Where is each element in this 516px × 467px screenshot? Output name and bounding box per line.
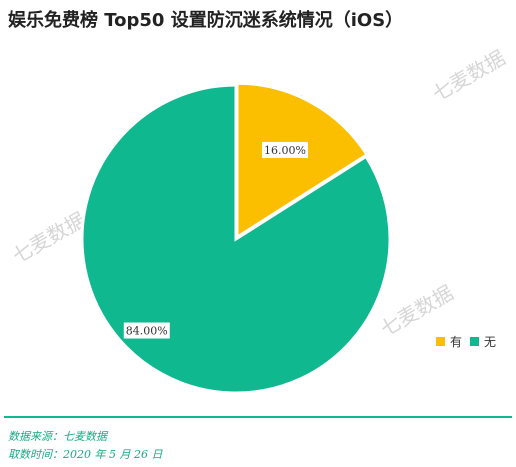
legend: 有 无	[436, 333, 504, 350]
data-label-text-1: 84.00%	[126, 325, 168, 338]
legend-item-wu[interactable]: 无	[470, 333, 496, 350]
pie-slice-0[interactable]	[235, 81, 370, 240]
data-label-1: 84.00%	[123, 322, 170, 339]
pie-slice-1[interactable]	[80, 83, 392, 395]
legend-label-you: 有	[450, 335, 463, 349]
data-label-text-0: 16.00%	[264, 144, 306, 157]
legend-swatch-wu	[470, 337, 480, 346]
data-date-text: 取数时间：2020 年 5 月 26 日	[8, 448, 163, 461]
footer-divider	[4, 416, 512, 418]
legend-swatch-you	[436, 337, 445, 346]
data-source-text: 数据来源：七麦数据	[8, 430, 107, 443]
data-label-bg-1	[123, 322, 170, 339]
legend-label-wu: 无	[484, 335, 497, 349]
data-label-0: 16.00%	[261, 141, 308, 158]
legend-item-you[interactable]: 有	[436, 333, 462, 350]
data-label-bg-0	[261, 141, 308, 158]
chart-title: 娱乐免费榜 Top50 设置防沉迷系统情况（iOS）	[8, 10, 404, 31]
